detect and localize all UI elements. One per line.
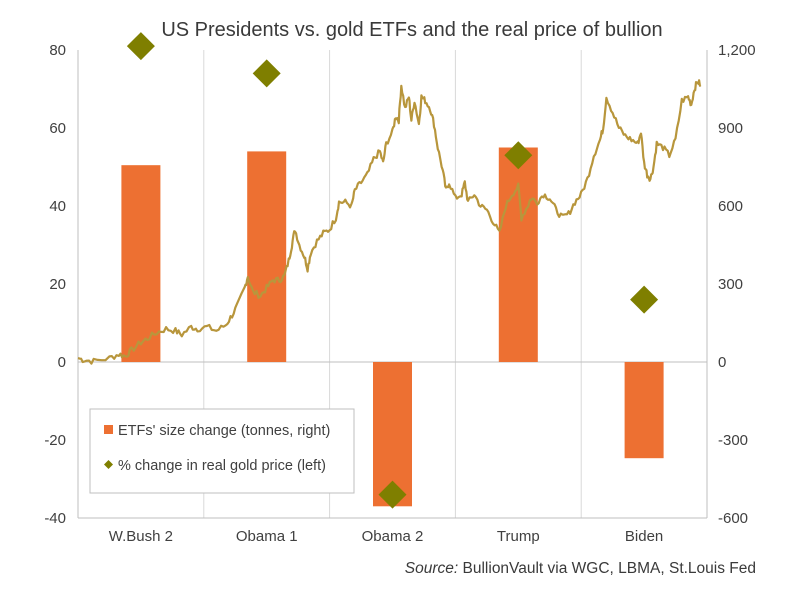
category-label-1: W.Bush 2 bbox=[109, 528, 173, 545]
left-tick-label: 80 bbox=[49, 42, 66, 59]
left-tick-label: -40 bbox=[44, 510, 66, 527]
right-axis-ticks: 1,200 900 600 300 0 -300 -600 bbox=[718, 42, 756, 527]
left-tick-label: -20 bbox=[44, 432, 66, 449]
legend-label-etf: ETFs' size change (tonnes, right) bbox=[118, 423, 330, 439]
right-tick-label: 600 bbox=[718, 198, 743, 215]
left-axis-ticks: 80 60 40 20 0 -20 -40 bbox=[44, 42, 66, 527]
category-label-2: Obama 1 bbox=[236, 528, 298, 545]
left-tick-label: 40 bbox=[49, 198, 66, 215]
etf-bar-4 bbox=[498, 147, 538, 362]
right-tick-label: -300 bbox=[718, 432, 748, 449]
right-tick-label: 0 bbox=[718, 354, 726, 371]
plot-axes bbox=[77, 50, 708, 519]
category-labels: W.Bush 2 Obama 1 Obama 2 Trump Biden bbox=[109, 528, 663, 545]
price-diamond-4 bbox=[504, 141, 533, 170]
price-change-diamonds bbox=[126, 32, 659, 509]
left-tick-label: 0 bbox=[58, 354, 66, 371]
legend-label-gold: % change in real gold price (left) bbox=[118, 458, 326, 474]
price-diamond-2 bbox=[252, 59, 281, 88]
source-note: Source: BullionVault via WGC, LBMA, St.L… bbox=[405, 560, 756, 578]
left-tick-label: 20 bbox=[49, 276, 66, 293]
etf-bar-1 bbox=[121, 165, 161, 362]
category-label-4: Trump bbox=[497, 528, 540, 545]
price-diamond-5 bbox=[630, 285, 659, 314]
price-diamond-3 bbox=[378, 480, 407, 509]
etf-bars bbox=[121, 147, 664, 507]
gold-price-line bbox=[77, 79, 702, 365]
legend-diamond-swatch bbox=[104, 460, 113, 469]
right-tick-label: 300 bbox=[718, 276, 743, 293]
etf-bar-5 bbox=[624, 362, 664, 459]
category-label-5: Biden bbox=[625, 528, 663, 545]
left-tick-label: 60 bbox=[49, 120, 66, 137]
source-text: BullionVault via WGC, LBMA, St.Louis Fed bbox=[458, 560, 756, 577]
right-tick-label: -600 bbox=[718, 510, 748, 527]
price-diamond-1 bbox=[126, 32, 155, 61]
source-label: Source: bbox=[404, 560, 459, 577]
category-label-3: Obama 2 bbox=[362, 528, 424, 545]
etf-bar-2 bbox=[247, 151, 287, 362]
right-tick-label: 900 bbox=[718, 120, 743, 137]
legend: ETFs' size change (tonnes, right) % chan… bbox=[89, 408, 355, 494]
chart-title: US Presidents vs. gold ETFs and the real… bbox=[161, 19, 662, 41]
gold-price-path bbox=[77, 79, 702, 365]
legend-bar-swatch bbox=[104, 425, 113, 434]
right-tick-label: 1,200 bbox=[718, 42, 756, 59]
legend-box bbox=[89, 408, 355, 494]
